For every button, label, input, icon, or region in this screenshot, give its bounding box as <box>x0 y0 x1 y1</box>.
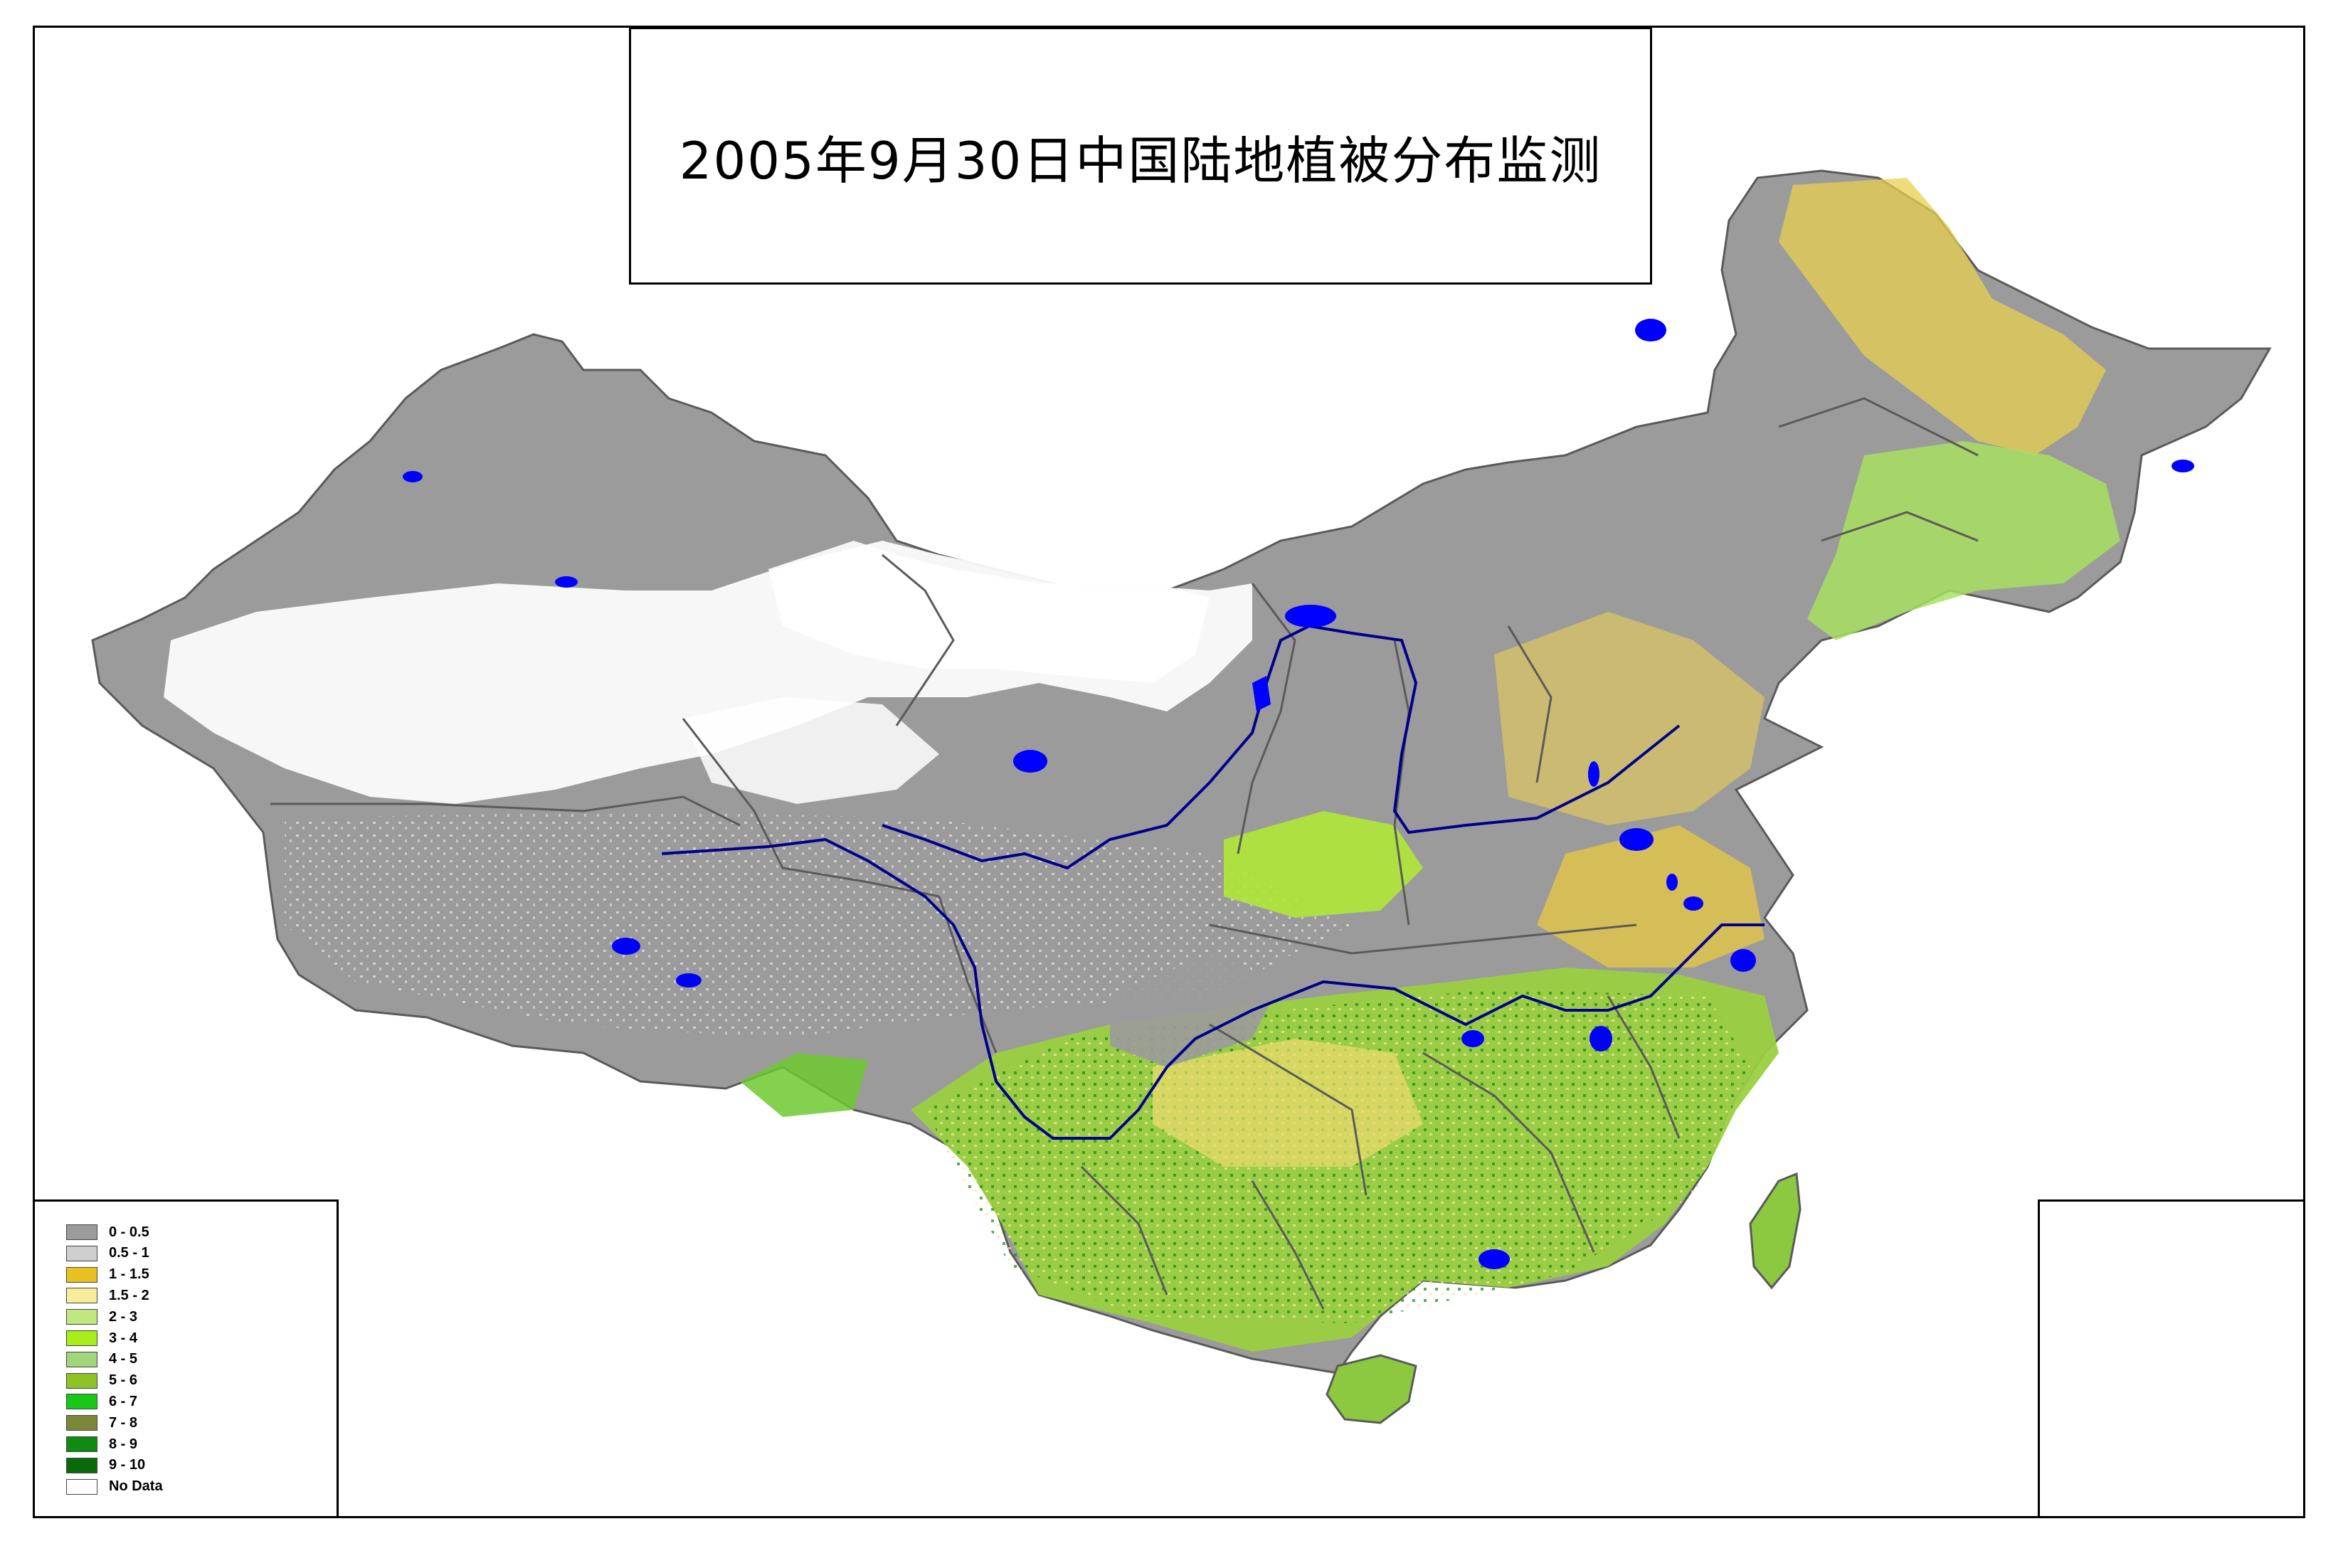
legend-swatch <box>66 1245 97 1261</box>
legend-item: 0 - 0.5 <box>66 1223 149 1241</box>
yangtze-river <box>661 837 1765 1140</box>
chao-lake <box>1683 896 1703 911</box>
sichuan-basin-grey <box>1110 953 1281 1067</box>
tai-lake <box>1730 949 1756 972</box>
map-title: 2005年9月30日中国陆地植被分布监测 <box>679 130 1602 191</box>
grey-speckle-texture <box>285 811 1352 1039</box>
baiyang-lake <box>1588 761 1599 787</box>
northeast-vegetation <box>1779 178 2106 455</box>
legend-swatch <box>66 1436 97 1452</box>
legend-label: 7 - 8 <box>109 1414 138 1431</box>
legend-label: 4 - 5 <box>109 1351 138 1367</box>
bosten-lake <box>555 576 578 588</box>
legend-label: No Data <box>109 1478 163 1495</box>
legend-label: 3 - 4 <box>109 1330 138 1346</box>
legend-item: 2 - 3 <box>66 1308 137 1326</box>
gaoyou-lake <box>1666 874 1678 891</box>
legend-label: 6 - 7 <box>109 1393 138 1409</box>
qinghai-lake <box>1013 750 1047 773</box>
legend-label: 1 - 1.5 <box>109 1266 149 1283</box>
hainan-island <box>1326 1354 1417 1424</box>
legend: 0 - 0.5 0.5 - 1 1 - 1.5 1.5 - 2 2 - 3 3 - 4 4 … <box>33 1199 339 1518</box>
sayram-lake <box>403 471 423 482</box>
ningxia-water <box>1252 676 1271 711</box>
legend-swatch <box>66 1224 97 1240</box>
north-china-vegetation <box>1494 612 1765 825</box>
legend-swatch <box>66 1330 97 1346</box>
legend-label: 9 - 10 <box>109 1457 146 1473</box>
wuliangsu-lake <box>1285 605 1336 627</box>
legend-swatch <box>66 1394 97 1410</box>
legend-label: 0 - 0.5 <box>109 1224 149 1240</box>
legend-label: 5 - 6 <box>109 1372 138 1389</box>
nam-co <box>612 938 640 955</box>
legend-swatch <box>66 1415 97 1431</box>
legend-item: 7 - 8 <box>66 1414 137 1432</box>
province-boundaries <box>270 397 1979 1310</box>
legend-item: 1 - 1.5 <box>66 1266 149 1284</box>
legend-item: 9 - 10 <box>66 1456 145 1475</box>
legend-item: 1.5 - 2 <box>66 1286 149 1305</box>
legend-swatch <box>66 1266 97 1283</box>
legend-label: 0.5 - 1 <box>109 1245 149 1261</box>
yellow-river <box>882 624 1681 870</box>
rivers <box>661 624 1765 1140</box>
tibet-se-green <box>740 1053 868 1117</box>
north-desert-no-data <box>768 541 1210 683</box>
east-china-vegetation <box>1537 825 1765 968</box>
legend-label: 1.5 - 2 <box>109 1287 149 1303</box>
hongze-lake <box>1619 828 1654 851</box>
legend-item: 5 - 6 <box>66 1372 137 1390</box>
legend-swatch <box>66 1351 97 1367</box>
legend-swatch <box>66 1478 97 1495</box>
legend-item: No Data <box>66 1478 163 1496</box>
qaidam-no-data <box>683 697 939 804</box>
south-china-sea-inset <box>2038 1199 2305 1518</box>
dianchi-lake <box>1479 1249 1510 1269</box>
lakes <box>403 319 2194 1269</box>
legend-item: 3 - 4 <box>66 1329 137 1347</box>
legend-item: 0.5 - 1 <box>66 1244 149 1263</box>
legend-swatch <box>66 1288 97 1304</box>
poyang-lake <box>1589 1026 1612 1051</box>
legend-label: 2 - 3 <box>109 1308 138 1325</box>
legend-item: 8 - 9 <box>66 1435 137 1453</box>
legend-swatch <box>66 1457 97 1473</box>
hulun-lake <box>1635 319 1666 341</box>
taiwan-island <box>1749 1172 1802 1290</box>
legend-label: 8 - 9 <box>109 1436 138 1452</box>
loess-green-patch <box>1224 811 1423 918</box>
legend-swatch <box>66 1309 97 1325</box>
xingkai-lake <box>2172 460 2194 472</box>
legend-item: 4 - 5 <box>66 1350 137 1369</box>
selin-co <box>676 973 702 987</box>
title-box: 2005年9月30日中国陆地植被分布监测 <box>629 27 1652 285</box>
legend-item: 6 - 7 <box>66 1392 137 1411</box>
northeast-forest-green <box>1807 441 2120 640</box>
dongting-lake <box>1461 1030 1484 1047</box>
legend-swatch <box>66 1372 97 1389</box>
